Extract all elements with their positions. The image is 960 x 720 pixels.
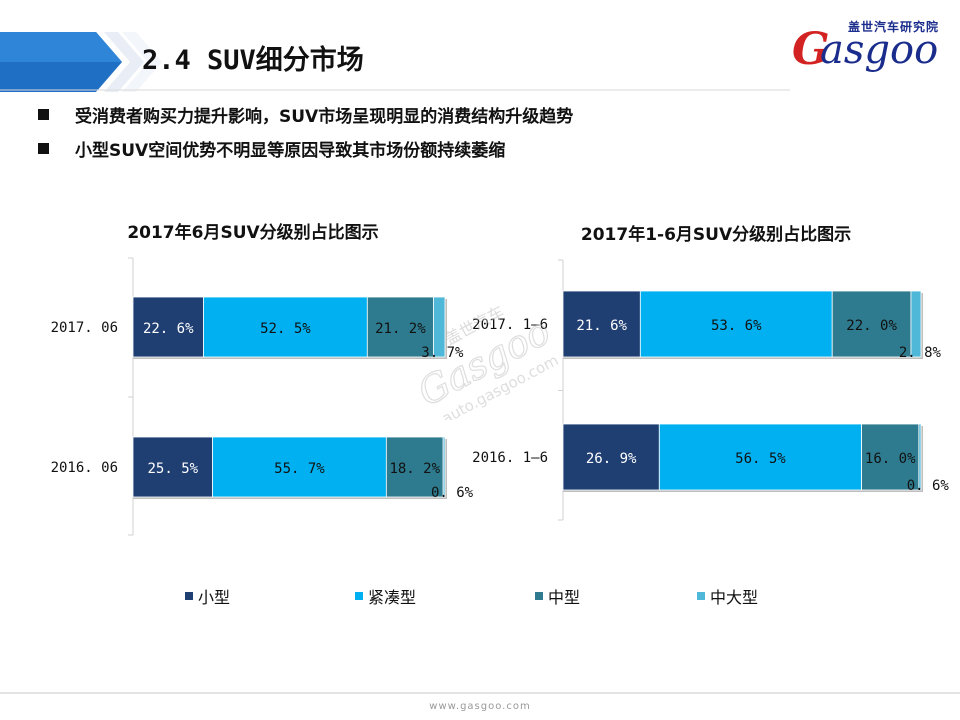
data-label: 18. 2% <box>389 461 440 477</box>
bar-segment-2 <box>658 423 862 491</box>
footer-divider <box>0 692 960 694</box>
page-title: 2.4 SUV细分市场 <box>142 45 364 76</box>
footer-url: www.gasgoo.com <box>429 701 531 712</box>
data-label: 56. 5% <box>735 451 786 467</box>
legend-swatch <box>185 592 193 600</box>
bar-segment-4 <box>442 436 446 498</box>
header-decoration <box>0 32 790 92</box>
category-label: 2016. 06 <box>51 460 118 476</box>
chart-title-right: 2017年1-6月SUV分级别占比图示 <box>580 225 852 245</box>
gasgoo-logo: 盖世汽车研究院 G asgoo <box>790 16 950 82</box>
bar-segment-2 <box>212 436 387 498</box>
chart-title-left: 2017年6月SUV分级别占比图示 <box>127 223 379 243</box>
logo-english-text: asgoo <box>820 27 939 73</box>
bullet-square-icon <box>38 142 49 154</box>
category-label: 2017. 06 <box>51 320 118 336</box>
data-label: 22. 0% <box>846 318 897 334</box>
legend-label: 中型 <box>548 588 581 607</box>
bullet-square-icon <box>38 108 49 120</box>
bar-segment-1 <box>132 436 213 498</box>
legend-label: 紧凑型 <box>368 588 417 607</box>
bar-segment-2 <box>639 290 833 358</box>
logo-g-letter: G <box>792 24 830 75</box>
logo-chinese-text: 盖世汽车研究院 <box>848 20 940 34</box>
bullet-text: 小型SUV空间优势不明显等原因导致其市场份额持续萎缩 <box>75 140 506 161</box>
bullet-text: 受消费者购买力提升影响，SUV市场呈现明显的消费结构升级趋势 <box>75 106 574 127</box>
header: 2.4 SUV细分市场 盖世汽车研究院 G asgoo <box>0 0 960 92</box>
bar-segment-4 <box>433 296 446 358</box>
data-label: 55. 7% <box>274 461 325 477</box>
bar-segment-2 <box>203 296 368 358</box>
category-label: 2016. 1–6 <box>472 450 548 466</box>
data-label: 3. 7% <box>421 345 464 361</box>
data-label: 0. 6% <box>431 485 474 501</box>
legend-label: 小型 <box>198 588 231 607</box>
data-label: 0. 6% <box>907 478 950 494</box>
data-label: 16. 0% <box>865 451 916 467</box>
gasgoo-watermark: 盖世汽车 Gasgoo auto.gasgoo.com <box>410 302 561 420</box>
data-label: 53. 6% <box>711 318 762 334</box>
bar-segment-3 <box>366 296 434 358</box>
legend-swatch <box>355 592 363 600</box>
bullet-item: 小型SUV空间优势不明显等原因导致其市场份额持续萎缩 <box>38 131 573 165</box>
data-label: 25. 5% <box>147 461 198 477</box>
legend-swatch <box>697 592 705 600</box>
bullet-list: 受消费者购买力提升影响，SUV市场呈现明显的消费结构升级趋势 小型SUV空间优势… <box>38 97 573 165</box>
bar-segment-4 <box>910 290 922 358</box>
bar-segment-1 <box>562 423 660 491</box>
data-label: 2. 8% <box>899 345 942 361</box>
legend-item-mid: 中型 <box>535 584 580 608</box>
chart-legend: 小型 紧凑型 中型 中大型 <box>185 584 825 608</box>
legend-item-compact: 紧凑型 <box>355 584 416 608</box>
bar-segment-4 <box>918 423 922 491</box>
data-label: 22. 6% <box>143 321 194 337</box>
legend-swatch <box>535 592 543 600</box>
bar-segment-1 <box>562 290 641 358</box>
category-label: 2017. 1–6 <box>472 317 548 333</box>
legend-item-midlarge: 中大型 <box>697 584 758 608</box>
bar-segment-3 <box>831 290 912 358</box>
data-label: 21. 6% <box>576 318 627 334</box>
data-label: 52. 5% <box>260 321 311 337</box>
data-label: 26. 9% <box>586 451 637 467</box>
legend-item-small: 小型 <box>185 584 230 608</box>
data-label: 21. 2% <box>375 321 426 337</box>
legend-label: 中大型 <box>710 588 759 607</box>
bullet-item: 受消费者购买力提升影响，SUV市场呈现明显的消费结构升级趋势 <box>38 97 573 131</box>
bar-segment-3 <box>861 423 920 491</box>
